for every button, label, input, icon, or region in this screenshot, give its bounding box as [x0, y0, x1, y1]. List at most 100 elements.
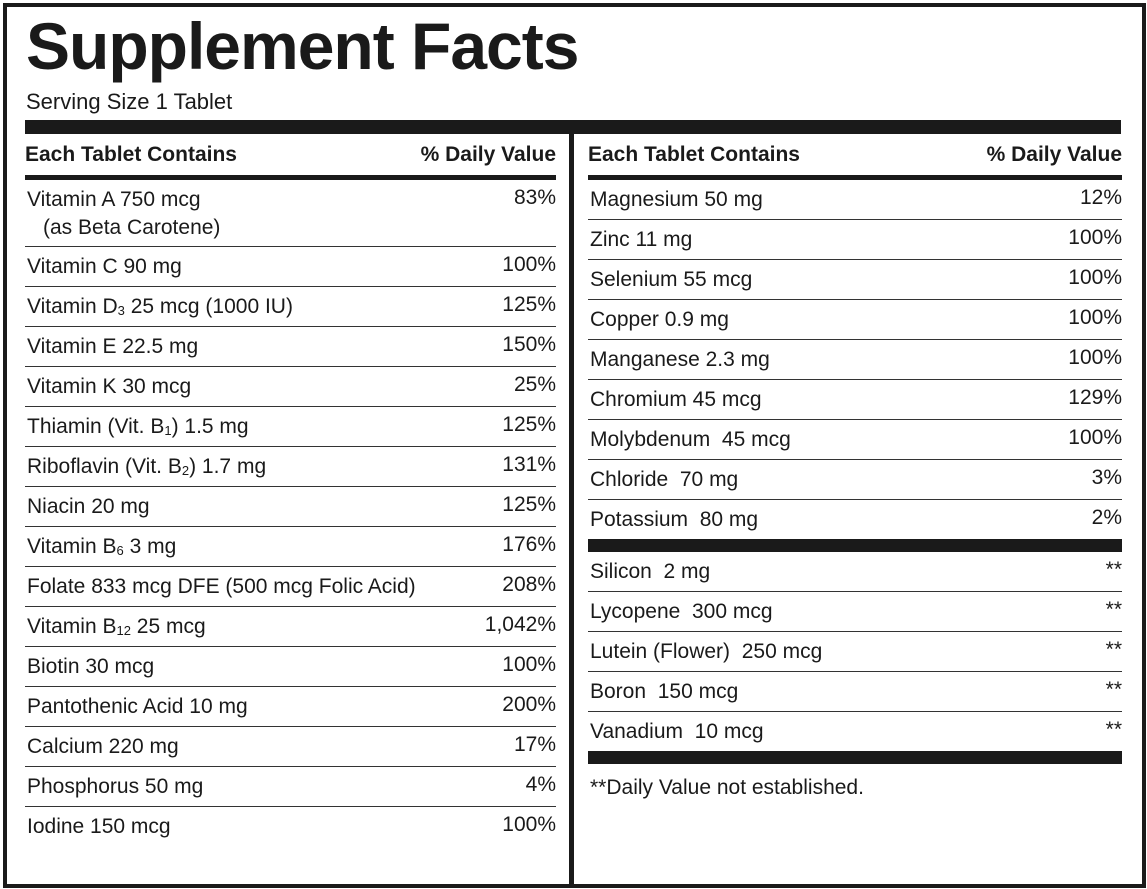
nutrient-name: Pantothenic Acid 10 mg: [27, 695, 248, 718]
name-part: 3 mg: [123, 535, 177, 558]
daily-value: 131%: [502, 453, 556, 476]
nutrient-row: Chloride 70 mg 3%: [588, 460, 1122, 500]
nutrient-cell: Chromium 45 mcg: [588, 380, 762, 412]
nutrient-name: Magnesium 50 mg: [590, 188, 763, 211]
name-part: Thiamin (Vit. B: [27, 415, 165, 438]
footnote: **Daily Value not established.: [590, 776, 864, 799]
nutrient-name: Potassium 80 mg: [590, 508, 759, 531]
daily-value: 125%: [502, 293, 556, 316]
column-header: Each Tablet Contains % Daily Value: [25, 134, 556, 180]
nutrient-row: Vitamin C 90 mg 100%: [25, 247, 556, 287]
subscript: 6: [116, 543, 124, 558]
daily-value: 100%: [1068, 266, 1122, 289]
daily-value: **: [1105, 558, 1122, 581]
nutrient-cell: Vitamin E 22.5 mg: [25, 327, 198, 359]
daily-value: 12%: [1079, 186, 1122, 209]
daily-value: **: [1105, 598, 1122, 621]
nutrient-row: Lycopene 300 mcg **: [588, 592, 1122, 632]
nutrient-name: Vitamin C 90 mg: [27, 255, 182, 278]
nutrient-name: Phosphorus 50 mg: [27, 775, 204, 798]
daily-value: 176%: [502, 533, 556, 556]
name-part: ) 1.7 mg: [189, 455, 267, 478]
nutrient-row: Vitamin E 22.5 mg 150%: [25, 327, 556, 367]
nutrient-cell: Copper 0.9 mg: [588, 300, 729, 332]
nutrient-cell: Lycopene 300 mcg: [588, 592, 773, 624]
nutrient-row: Potassium 80 mg 2%: [588, 500, 1122, 539]
daily-value: 4%: [525, 773, 556, 796]
nutrient-cell: Vitamin B12 25 mcg: [25, 607, 206, 639]
section-bar: [588, 539, 1122, 552]
nutrient-row: Calcium 220 mg 17%: [25, 727, 556, 767]
nutrient-name: Chromium 45 mcg: [590, 388, 762, 411]
name-part: ) 1.5 mg: [171, 415, 249, 438]
nutrient-cell: Pantothenic Acid 10 mg: [25, 687, 248, 719]
nutrient-cell: Boron 150 mcg: [588, 672, 738, 704]
nutrient-name: Riboflavin (Vit. B2) 1.7 mg: [27, 455, 266, 478]
nutrient-cell: Vitamin D3 25 mcg (1000 IU): [25, 287, 293, 319]
daily-value: 2%: [1091, 506, 1122, 529]
nutrient-cell: Vanadium 10 mcg: [588, 712, 764, 744]
nutrient-name: Selenium 55 mcg: [590, 268, 753, 291]
nutrient-row: Riboflavin (Vit. B2) 1.7 mg 131%: [25, 447, 556, 487]
nutrient-name: Silicon 2 mg: [590, 560, 711, 583]
nutrient-row: Vitamin B12 25 mcg 1,042%: [25, 607, 556, 647]
header-contents: Each Tablet Contains: [25, 142, 237, 166]
column: Each Tablet Contains % Daily Value Magnesi…: [588, 134, 1122, 800]
nutrient-cell: Vitamin C 90 mg: [25, 247, 182, 279]
nutrient-cell: Thiamin (Vit. B1) 1.5 mg: [25, 407, 249, 439]
nutrient-cell: Vitamin K 30 mcg: [25, 367, 191, 399]
nutrient-row: Zinc 11 mg 100%: [588, 220, 1122, 260]
nutrient-cell: Folate 833 mcg DFE (500 mcg Folic Acid): [25, 567, 416, 599]
title: Supplement Facts: [26, 9, 579, 83]
daily-value: 100%: [1068, 346, 1122, 369]
nutrient-name: Iodine 150 mcg: [27, 815, 171, 838]
nutrient-row: Vitamin B6 3 mg 176%: [25, 527, 556, 567]
daily-value: 100%: [502, 813, 556, 836]
nutrient-row: Selenium 55 mcg 100%: [588, 260, 1122, 300]
daily-value: 100%: [1068, 426, 1122, 449]
daily-value: 200%: [502, 693, 556, 716]
daily-value: 129%: [1068, 386, 1122, 409]
nutrient-cell: Niacin 20 mg: [25, 487, 150, 519]
name-part: 25 mcg: [130, 615, 206, 638]
nutrient-row: Manganese 2.3 mg 100%: [588, 340, 1122, 380]
nutrient-row: Vitamin A 750 mcg (as Beta Carotene) 83%: [25, 180, 556, 247]
column-divider: [569, 134, 574, 886]
nutrient-row: Vitamin K 30 mcg 25%: [25, 367, 556, 407]
nutrient-row: Silicon 2 mg **: [588, 552, 1122, 592]
nutrient-name: Manganese 2.3 mg: [590, 348, 770, 371]
daily-value: 25%: [513, 373, 556, 396]
nutrient-row: Chromium 45 mcg 129%: [588, 380, 1122, 420]
nutrient-name: Vitamin B12 25 mcg: [27, 615, 206, 638]
nutrient-row: Molybdenum 45 mcg 100%: [588, 420, 1122, 460]
subscript: 12: [116, 623, 131, 638]
top-bar: [25, 120, 1121, 134]
nutrient-name: Vanadium 10 mcg: [590, 720, 764, 743]
nutrient-name: Chloride 70 mg: [590, 468, 739, 491]
nutrient-name: Lutein (Flower) 250 mcg: [590, 640, 823, 663]
name-part: Vitamin B: [27, 535, 117, 558]
nutrient-cell: Zinc 11 mg: [588, 220, 692, 252]
header-contents: Each Tablet Contains: [588, 142, 800, 166]
nutrient-name: Niacin 20 mg: [27, 495, 150, 518]
nutrient-name: Lycopene 300 mcg: [590, 600, 773, 623]
nutrient-name: Folate 833 mcg DFE (500 mcg Folic Acid): [27, 575, 416, 598]
nutrient-name: Vitamin K 30 mcg: [27, 375, 192, 398]
name-part: Vitamin D: [27, 295, 118, 318]
nutrient-row: Iodine 150 mcg 100%: [25, 807, 556, 846]
subscript: 1: [164, 423, 172, 438]
daily-value: 125%: [502, 493, 556, 516]
daily-value: **: [1105, 638, 1122, 661]
nutrient-row: Pantothenic Acid 10 mg 200%: [25, 687, 556, 727]
nutrient-cell: Selenium 55 mcg: [588, 260, 752, 292]
daily-value: 100%: [1068, 226, 1122, 249]
section-bar: [588, 751, 1122, 764]
column-header: Each Tablet Contains % Daily Value: [588, 134, 1122, 180]
daily-value: 100%: [502, 253, 556, 276]
name-part: Riboflavin (Vit. B: [27, 455, 182, 478]
name-part: Vitamin B: [27, 615, 117, 638]
header-daily-value: % Daily Value: [420, 142, 556, 166]
nutrient-name: Vitamin D3 25 mcg (1000 IU): [27, 295, 293, 318]
nutrient-row: Magnesium 50 mg 12%: [588, 180, 1122, 220]
